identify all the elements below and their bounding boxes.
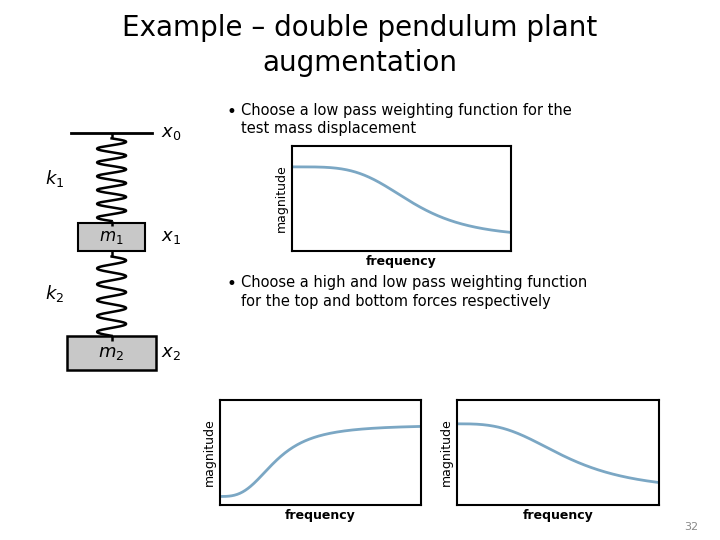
Text: test mass displacement: test mass displacement [241, 122, 416, 137]
X-axis label: frequency: frequency [285, 509, 356, 522]
FancyBboxPatch shape [67, 336, 156, 369]
Text: $x_1$: $x_1$ [161, 228, 181, 246]
Text: $x_2$: $x_2$ [161, 343, 181, 362]
Y-axis label: magnitude: magnitude [202, 418, 215, 486]
FancyBboxPatch shape [78, 222, 145, 252]
Y-axis label: magnitude: magnitude [274, 165, 287, 232]
Text: Choose a high and low pass weighting function: Choose a high and low pass weighting fun… [241, 275, 588, 291]
Text: $k_1$: $k_1$ [45, 168, 64, 190]
Text: $x_0$: $x_0$ [161, 124, 181, 143]
Text: for the top and bottom forces respectively: for the top and bottom forces respective… [241, 294, 551, 309]
Text: 32: 32 [684, 522, 698, 532]
X-axis label: frequency: frequency [523, 509, 593, 522]
Text: •: • [227, 103, 237, 120]
Text: Example – double pendulum plant: Example – double pendulum plant [122, 14, 598, 42]
Y-axis label: magnitude: magnitude [440, 418, 453, 486]
Text: $m_2$: $m_2$ [99, 343, 125, 362]
Text: augmentation: augmentation [263, 49, 457, 77]
Text: $m_1$: $m_1$ [99, 228, 124, 246]
X-axis label: frequency: frequency [366, 255, 437, 268]
Text: Choose a low pass weighting function for the: Choose a low pass weighting function for… [241, 103, 572, 118]
Text: $k_2$: $k_2$ [45, 283, 64, 304]
Text: •: • [227, 275, 237, 293]
